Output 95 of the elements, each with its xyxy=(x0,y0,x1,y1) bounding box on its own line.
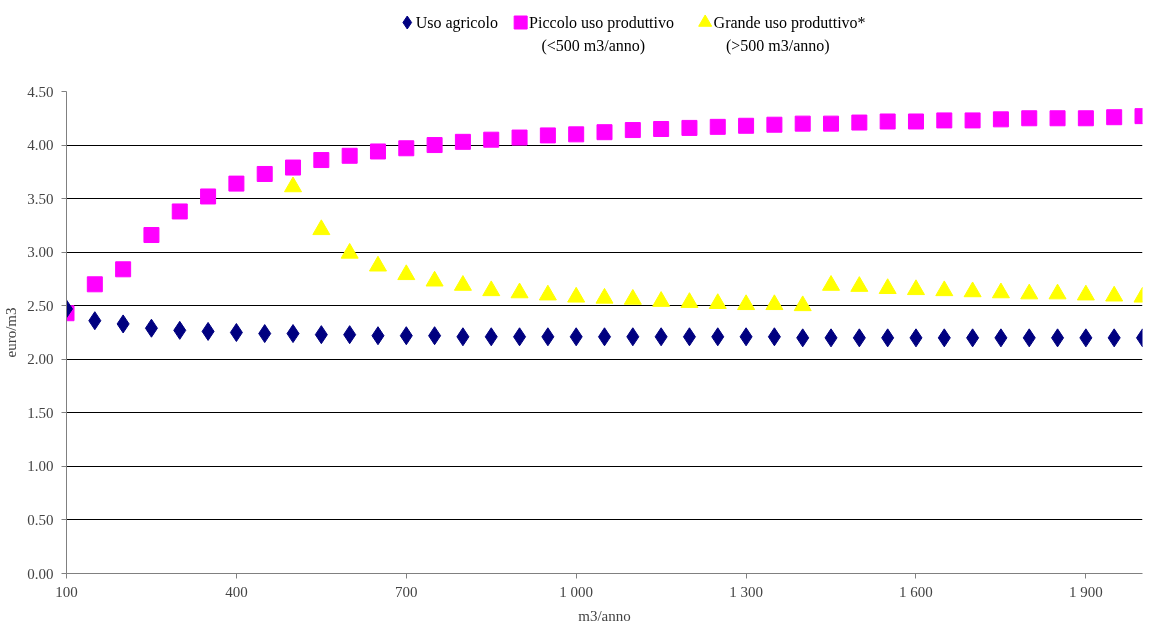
point xyxy=(200,188,217,205)
x-tick-label: 100 xyxy=(55,583,78,600)
point xyxy=(1106,109,1123,126)
point xyxy=(539,127,556,144)
point xyxy=(173,320,187,340)
point xyxy=(794,115,811,132)
y-tick-label: 4.50 xyxy=(27,83,54,100)
point xyxy=(682,327,696,347)
point xyxy=(881,328,895,348)
x-tick-label: 400 xyxy=(225,583,248,600)
point xyxy=(966,328,980,348)
point xyxy=(1021,110,1038,127)
point xyxy=(654,327,668,347)
point xyxy=(936,112,953,129)
legend-label: Piccolo uso produttivo (<500 m3/anno) xyxy=(529,14,674,55)
point xyxy=(596,124,613,141)
point xyxy=(824,328,838,348)
legend-label: Grande uso produttivo* (>500 m3/anno) xyxy=(713,14,866,55)
point xyxy=(1051,328,1065,348)
y-tick-label: 2.50 xyxy=(27,297,54,314)
y-tick-label: 2.00 xyxy=(27,351,54,368)
point xyxy=(1107,328,1121,348)
point xyxy=(454,133,471,150)
point xyxy=(426,137,443,154)
point xyxy=(796,328,810,348)
point xyxy=(767,327,781,347)
y-axis-title: euro/m3 xyxy=(3,307,20,358)
point xyxy=(653,120,670,137)
point xyxy=(86,276,103,293)
point xyxy=(256,165,273,182)
point xyxy=(909,328,923,348)
point xyxy=(511,129,528,146)
point xyxy=(398,140,415,157)
point xyxy=(513,327,527,347)
point xyxy=(823,115,840,132)
point xyxy=(314,325,328,345)
point xyxy=(851,114,868,131)
point xyxy=(229,323,243,342)
x-tick-label: 700 xyxy=(395,583,418,600)
point xyxy=(428,326,442,346)
point xyxy=(624,122,641,139)
point xyxy=(369,143,386,160)
point xyxy=(907,113,924,130)
point xyxy=(456,327,470,347)
point xyxy=(738,117,755,134)
point xyxy=(258,324,272,344)
point xyxy=(568,126,585,143)
point xyxy=(709,118,726,135)
x-tick-label: 1 300 xyxy=(729,583,763,600)
y-tick-label: 1.50 xyxy=(27,404,54,421)
point xyxy=(228,175,245,192)
point xyxy=(313,152,330,169)
x-tick-label: 1 900 xyxy=(1068,583,1103,600)
point xyxy=(1077,110,1094,127)
point xyxy=(681,119,698,136)
point xyxy=(994,328,1008,348)
point xyxy=(144,318,158,338)
point xyxy=(992,111,1009,128)
point xyxy=(1049,110,1066,127)
point xyxy=(116,314,130,334)
y-tick-label: 1.00 xyxy=(27,458,54,475)
point xyxy=(399,326,413,346)
point xyxy=(371,326,385,346)
y-tick-label: 3.00 xyxy=(27,244,54,261)
point xyxy=(88,311,102,331)
point xyxy=(937,328,951,348)
point xyxy=(343,325,357,345)
point xyxy=(569,327,583,347)
x-axis-title: m3/anno xyxy=(578,607,631,624)
point xyxy=(879,113,896,130)
point xyxy=(285,159,302,176)
point xyxy=(115,261,132,278)
point xyxy=(711,327,725,347)
point xyxy=(766,116,783,133)
y-tick-label: 0.50 xyxy=(27,511,54,528)
legend-label: Uso agricolo xyxy=(415,14,498,32)
point xyxy=(964,112,981,129)
x-tick-label: 1 600 xyxy=(899,583,933,600)
point xyxy=(286,324,300,344)
point xyxy=(143,227,160,244)
y-tick-label: 0.00 xyxy=(27,565,54,582)
point xyxy=(484,327,498,347)
point xyxy=(626,327,640,347)
point xyxy=(1022,328,1036,348)
point xyxy=(541,327,555,347)
point xyxy=(171,203,188,220)
point xyxy=(852,328,866,348)
y-tick-label: 4.00 xyxy=(27,137,54,154)
point xyxy=(739,327,753,347)
point xyxy=(483,131,500,148)
x-tick-label: 1 000 xyxy=(559,583,594,600)
point xyxy=(1079,328,1093,348)
y-tick-label: 3.50 xyxy=(27,190,54,207)
point xyxy=(201,321,215,341)
point xyxy=(341,147,358,164)
